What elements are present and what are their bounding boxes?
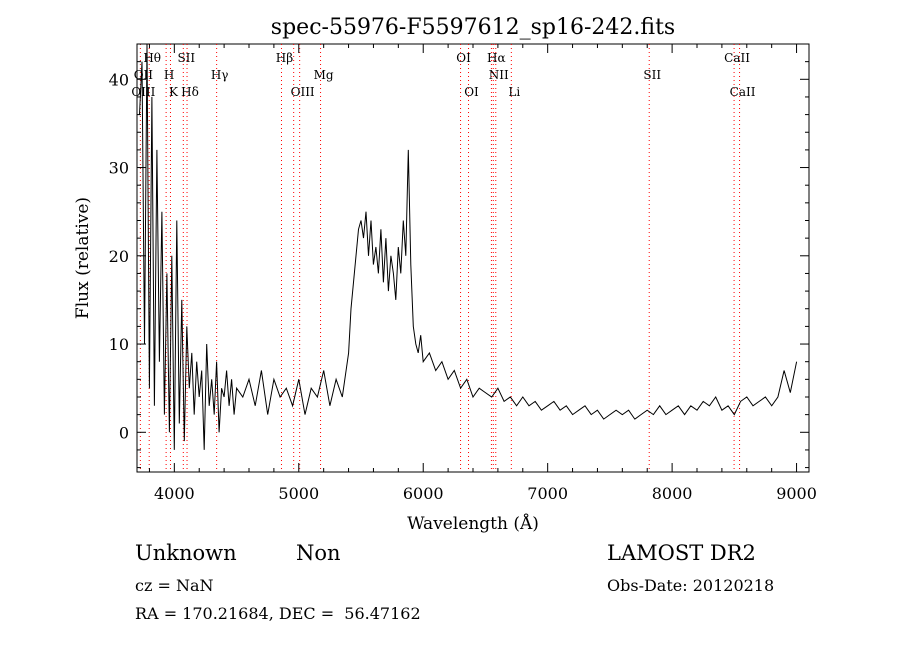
line-label: Hγ [211, 68, 229, 82]
line-label: K [169, 85, 179, 99]
line-label: Hδ [181, 85, 199, 99]
line-label: SII [177, 51, 195, 65]
line-label: CaII [724, 51, 750, 65]
x-axis-label: Wavelength (Å) [407, 513, 539, 534]
line-label: OIII [131, 85, 155, 99]
x-tick-label: 5000 [278, 484, 319, 503]
line-label: Mg [314, 68, 334, 82]
x-tick-label: 9000 [776, 484, 817, 503]
x-axis-ticks: 4000 5000 6000 7000 8000 9000 [148, 44, 817, 503]
line-label: OI [464, 85, 479, 99]
line-label: OII [134, 68, 154, 82]
spectrum-line [139, 43, 798, 450]
spectral-line-markers [139, 44, 741, 472]
coordinates-label: RA = 170.21684, DEC = 56.47162 [135, 604, 421, 623]
line-label: H [164, 68, 174, 82]
y-axis-label: Flux (relative) [73, 197, 93, 319]
line-label: Li [508, 85, 520, 99]
y-tick-label: 30 [109, 159, 129, 178]
line-label: OI [456, 51, 471, 65]
survey-label: LAMOST DR2 [607, 541, 756, 565]
line-label: OIII [291, 85, 315, 99]
y-tick-label: 10 [109, 335, 129, 354]
line-label: Hθ [143, 51, 161, 65]
y-axis-ticks: 0 10 20 30 40 [109, 43, 809, 469]
line-label: NII [489, 68, 509, 82]
cz-label: cz = NaN [135, 576, 214, 595]
y-tick-label: 20 [109, 247, 129, 266]
x-tick-label: 8000 [652, 484, 693, 503]
y-tick-label: 40 [109, 70, 129, 89]
plot-frame [136, 43, 810, 473]
line-label: CaII [730, 85, 756, 99]
line-label: SII [643, 68, 661, 82]
chart-title: spec-55976-F5597612_sp16-242.fits [271, 15, 675, 40]
class-label: Unknown [135, 541, 237, 565]
x-tick-label: 6000 [403, 484, 444, 503]
line-label: Hα [487, 51, 506, 65]
y-tick-label: 0 [119, 423, 129, 442]
subclass-label: Non [296, 541, 341, 565]
line-label: Hβ [276, 51, 293, 65]
x-tick-label: 4000 [154, 484, 195, 503]
x-tick-label: 7000 [527, 484, 568, 503]
obs-date-label: Obs-Date: 20120218 [607, 576, 775, 595]
